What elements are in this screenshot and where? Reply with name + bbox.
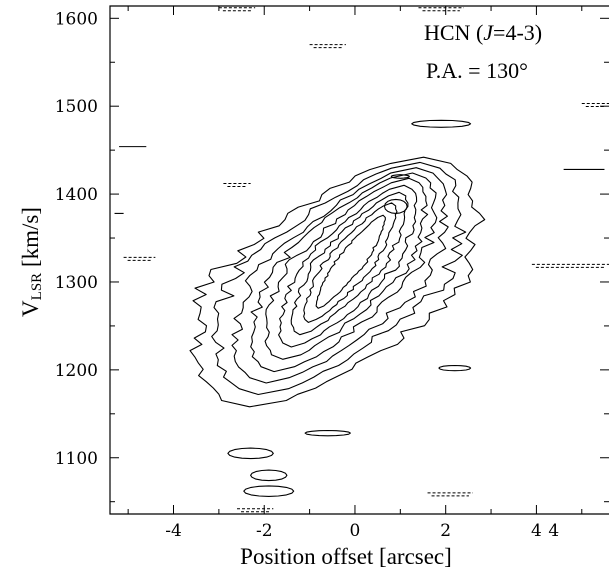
contour-level <box>315 214 386 309</box>
contour-plot-area <box>114 7 609 513</box>
contour-level <box>278 184 418 348</box>
contour-blob <box>304 429 351 437</box>
contour-level <box>211 161 467 396</box>
negative-contour <box>223 183 251 188</box>
contour-blob <box>227 447 274 460</box>
x-tick-label: 2 <box>440 521 451 541</box>
contour-blob <box>383 198 408 214</box>
annotation-line-molecule: HCN (J=4-3) <box>424 20 542 45</box>
x-tick-label: 0 <box>350 521 361 541</box>
contour-level <box>264 177 429 360</box>
contour-blob <box>390 174 410 179</box>
negative-contour <box>531 263 609 268</box>
y-tick-label: 1300 <box>55 273 98 293</box>
negative-contour <box>418 7 464 12</box>
y-tick-label: 1500 <box>55 97 98 117</box>
contour-level <box>231 167 449 384</box>
negative-contour <box>237 508 274 513</box>
contour-level <box>290 191 409 336</box>
x-tick-label: -2 <box>256 521 273 541</box>
contour-blob <box>438 364 472 372</box>
x-axis-title: Position offset [arcsec] <box>240 544 452 569</box>
y-axis-title: VLSR [km/s] <box>18 207 45 317</box>
y-tick-label: 1200 <box>55 361 98 381</box>
x-tick-label: -4 <box>165 521 182 541</box>
negative-contour <box>123 256 156 261</box>
negative-contour <box>309 44 346 49</box>
annotation-line-position-angle: P.A. = 130° <box>426 58 528 83</box>
axes: 1100 1200 1300 1400 1500 1600 -4 -2 0 2 4 4 <box>55 5 609 541</box>
y-tick-label: 1600 <box>55 9 98 29</box>
contour-blob <box>411 119 472 128</box>
x-tick-label: 4 <box>531 521 542 541</box>
x-tick-label-duplicate: 4 <box>548 521 559 541</box>
y-tick-label: 1400 <box>55 185 98 205</box>
plot-frame <box>109 5 609 515</box>
negative-contour <box>427 492 473 497</box>
contour-level <box>303 202 398 323</box>
negative-contour <box>218 7 256 12</box>
contour-level <box>250 172 438 373</box>
contour-blob <box>243 485 295 497</box>
contour-blob <box>250 469 288 482</box>
contour-level <box>189 156 486 408</box>
y-tick-label: 1100 <box>55 449 98 469</box>
